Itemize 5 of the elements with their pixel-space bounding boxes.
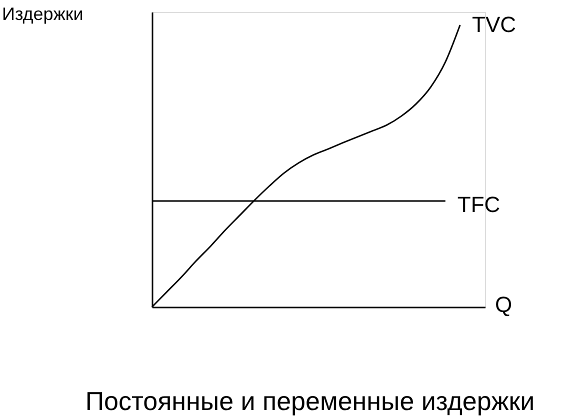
y-axis-title: Издержки: [2, 4, 84, 24]
x-axis-title: Q: [495, 292, 512, 317]
series-label: TVC: [472, 12, 516, 37]
text: Постоянные и переменные издержки: [85, 386, 535, 416]
series-label: TFC: [457, 192, 500, 217]
